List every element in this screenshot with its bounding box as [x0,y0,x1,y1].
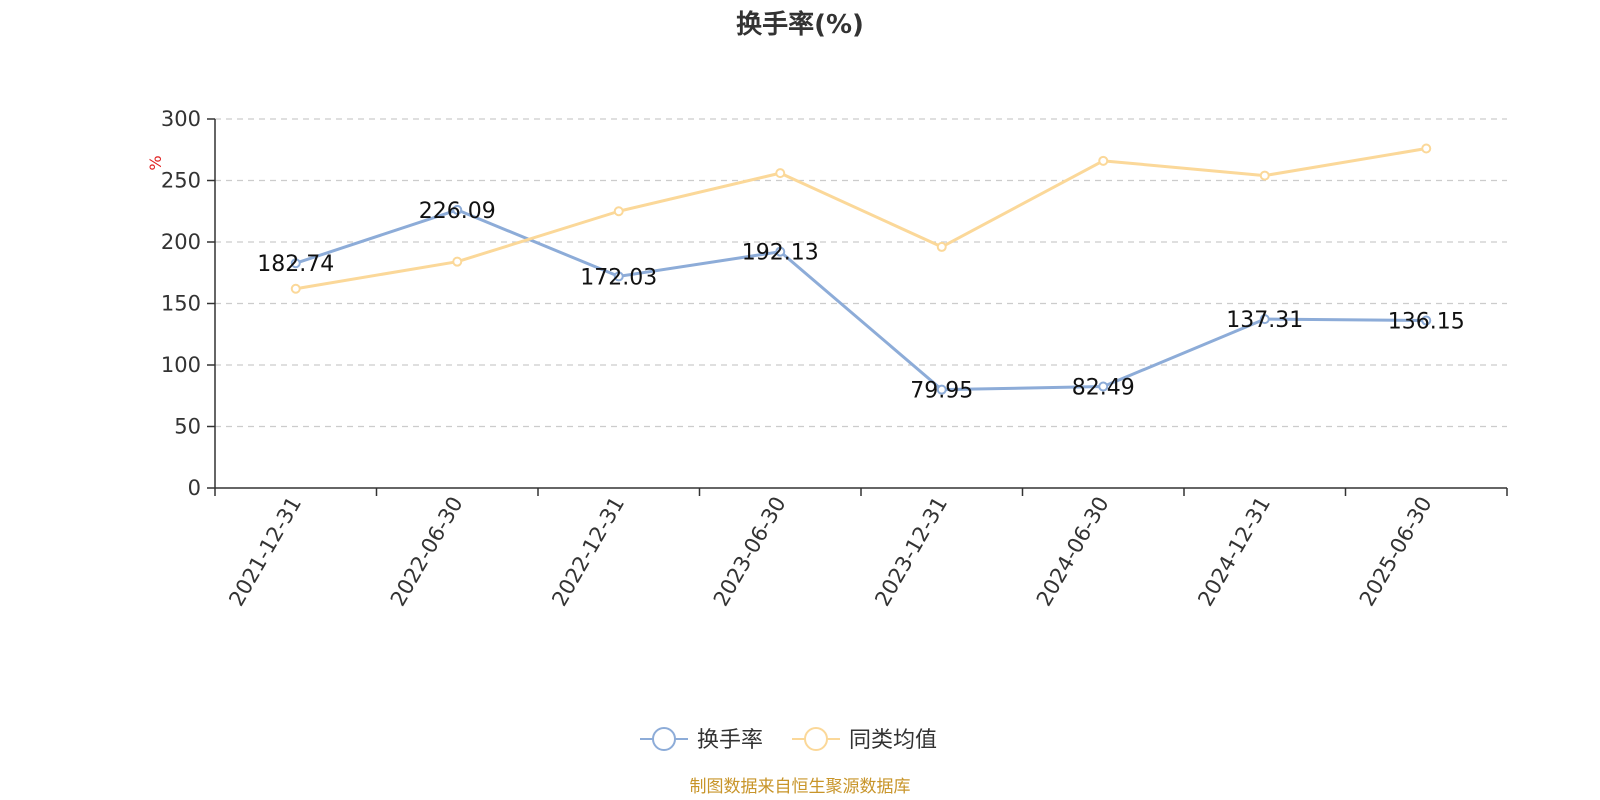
data-point [452,204,463,215]
source-note: 制图数据来自恒生聚源数据库 [690,777,911,797]
gridlines [215,118,1507,428]
y-tick-labels: 0 50 100 150 200 250 300 [161,107,201,500]
y-tick-label: 100 [161,353,201,377]
x-tick-label: 2021-12-31 [224,493,306,611]
data-point [1259,170,1270,181]
x-tick-label: 2024-06-30 [1032,493,1114,611]
data-label: 182.74 [257,252,334,277]
data-point [936,241,947,252]
data-label: 192.13 [742,241,819,266]
data-point [1098,381,1109,392]
series-lines [290,143,1432,395]
chart-title: 换手率(%) [736,9,864,40]
y-tick-label: 200 [161,230,201,254]
y-tick-label: 250 [161,169,201,193]
x-tick-label: 2025-06-30 [1355,493,1437,611]
legend-label: 同类均值 [849,728,937,753]
x-tick-label: 2022-06-30 [386,493,468,611]
series-line [295,147,1427,291]
x-tick-labels: 2021-12-31 2022-06-30 2022-12-31 2023-06-30… [224,493,1436,611]
legend-marker [652,727,676,751]
y-tick-label: 150 [161,292,201,316]
legend-label: 换手率 [697,728,763,753]
data-label: 172.03 [580,265,657,290]
y-axis-label: % [146,155,165,170]
y-tick-label: 50 [174,415,201,439]
data-point [1259,314,1270,325]
data-point [1421,143,1432,154]
data-point [290,283,301,294]
data-label: 79.95 [910,379,973,404]
x-tick-label: 2022-12-31 [547,493,629,611]
data-point [1098,155,1109,166]
data-labels: 182.74 226.09 172.03 192.13 79.95 82.49 137.31… [257,199,1464,404]
data-label: 137.31 [1226,308,1303,333]
legend-item[interactable]: 换手率 [640,727,763,753]
data-point [613,271,624,282]
data-point [775,168,786,179]
data-point [936,384,947,395]
legend-marker [804,727,828,751]
x-tick-label: 2023-12-31 [870,493,952,611]
legend[interactable]: 换手率 同类均值 [640,727,937,753]
legend-item[interactable]: 同类均值 [792,727,937,753]
data-point [452,256,463,267]
data-label: 82.49 [1072,376,1135,401]
axes [207,118,1508,496]
data-point [290,258,301,269]
data-label: 136.15 [1388,310,1465,335]
data-point [613,206,624,217]
y-tick-label: 300 [161,107,201,131]
data-point [775,246,786,257]
y-tick-label: 0 [188,476,201,500]
data-point [1421,315,1432,326]
x-tick-label: 2024-12-31 [1193,493,1275,611]
data-label: 226.09 [419,199,496,224]
x-tick-label: 2023-06-30 [709,493,791,611]
series-line [295,208,1427,392]
